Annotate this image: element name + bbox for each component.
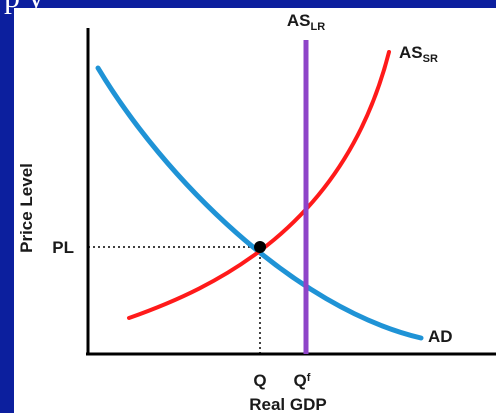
equilibrium-point: [254, 241, 266, 253]
y-axis-title: Price Level: [17, 163, 36, 253]
as-sr-label: ASSR: [399, 43, 438, 65]
x-axis-title: Real GDP: [249, 395, 326, 413]
y-tick-label-pl: PL: [52, 238, 74, 257]
x-tick-label-qf: Qf: [294, 371, 311, 390]
x-tick-label-q: Q: [253, 371, 266, 390]
ad-label: AD: [428, 327, 453, 346]
as-sr-curve: [127, 50, 391, 320]
ad-curve: [95, 65, 424, 341]
chart-panel: ASLR ASSR AD PL Q Qf Real GDP Price Leve…: [14, 8, 496, 413]
as-ad-chart: ASLR ASSR AD PL Q Qf Real GDP Price Leve…: [17, 11, 496, 413]
as-lr-label: ASLR: [287, 11, 325, 33]
